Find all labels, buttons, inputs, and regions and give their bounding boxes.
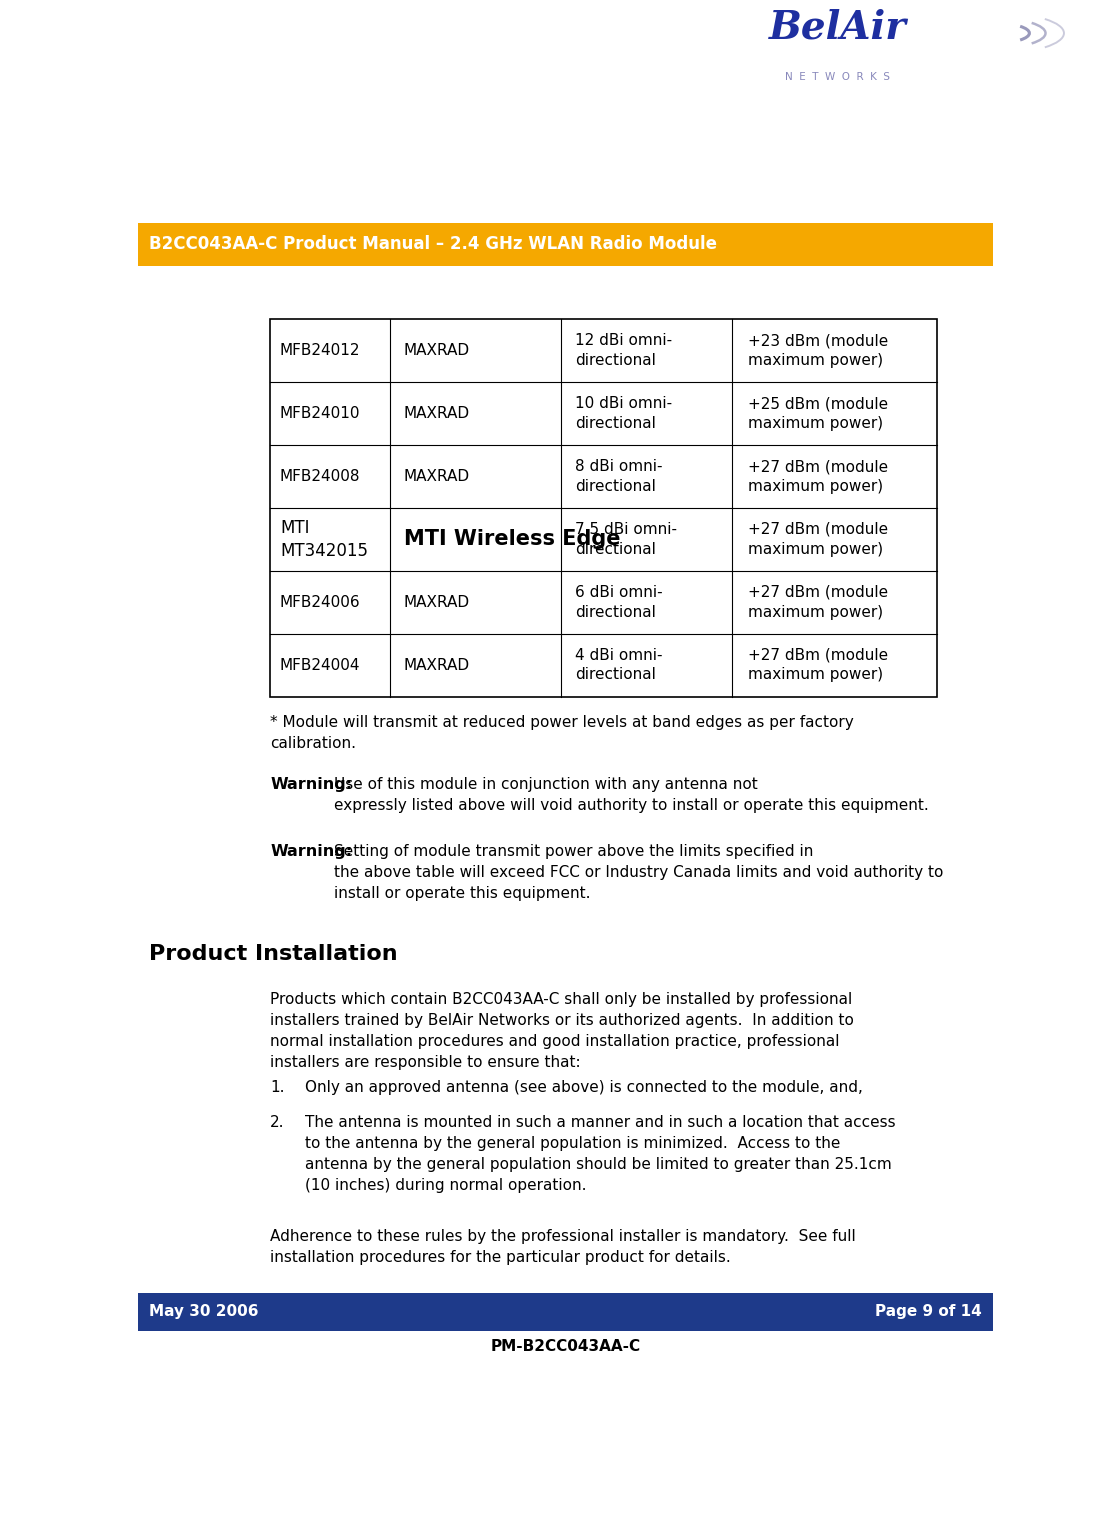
- Text: MFB24004: MFB24004: [280, 658, 361, 672]
- Text: MAXRAD: MAXRAD: [404, 406, 470, 421]
- Text: 6 dBi omni-
directional: 6 dBi omni- directional: [575, 585, 662, 620]
- Text: Use of this module in conjunction with any antenna not
expressly listed above wi: Use of this module in conjunction with a…: [334, 776, 929, 813]
- Text: +25 dBm (module
maximum power): +25 dBm (module maximum power): [749, 397, 889, 432]
- Text: MAXRAD: MAXRAD: [404, 468, 470, 484]
- Text: Only an approved antenna (see above) is connected to the module, and,: Only an approved antenna (see above) is …: [304, 1079, 863, 1095]
- Text: * Module will transmit at reduced power levels at band edges as per factory
cali: * Module will transmit at reduced power …: [270, 715, 854, 752]
- Text: MTI
MT342015: MTI MT342015: [280, 519, 368, 560]
- Text: Adherence to these rules by the professional installer is mandatory.  See full
i: Adherence to these rules by the professi…: [270, 1229, 856, 1266]
- Text: Page 9 of 14: Page 9 of 14: [875, 1304, 982, 1320]
- Text: MTI Wireless Edge: MTI Wireless Edge: [404, 530, 620, 550]
- Text: MFB24010: MFB24010: [280, 406, 361, 421]
- Text: Warning:: Warning:: [270, 844, 353, 859]
- Text: +27 dBm (module
maximum power): +27 dBm (module maximum power): [749, 585, 889, 620]
- Text: 8 dBi omni-
directional: 8 dBi omni- directional: [575, 459, 662, 495]
- Text: MFB24006: MFB24006: [280, 594, 361, 609]
- Text: MAXRAD: MAXRAD: [404, 594, 470, 609]
- Bar: [270, 320, 938, 697]
- Text: MAXRAD: MAXRAD: [404, 658, 470, 672]
- Text: 7.5 dBi omni-
directional: 7.5 dBi omni- directional: [575, 522, 677, 557]
- Text: 12 dBi omni-
directional: 12 dBi omni- directional: [575, 334, 672, 367]
- Text: B2CC043AA-C Product Manual – 2.4 GHz WLAN Radio Module: B2CC043AA-C Product Manual – 2.4 GHz WLA…: [149, 236, 717, 254]
- Text: +23 dBm (module
maximum power): +23 dBm (module maximum power): [749, 334, 889, 367]
- Text: +27 dBm (module
maximum power): +27 dBm (module maximum power): [749, 459, 889, 495]
- Text: N  E  T  W  O  R  K  S: N E T W O R K S: [785, 72, 890, 81]
- Text: BelAir: BelAir: [769, 9, 907, 47]
- Text: Warning:: Warning:: [270, 776, 353, 792]
- Text: May 30 2006: May 30 2006: [149, 1304, 258, 1320]
- Text: Setting of module transmit power above the limits specified in
the above table w: Setting of module transmit power above t…: [334, 844, 944, 900]
- Text: Products which contain B2CC043AA-C shall only be installed by professional
insta: Products which contain B2CC043AA-C shall…: [270, 992, 854, 1070]
- FancyBboxPatch shape: [138, 222, 993, 266]
- Text: 4 dBi omni-
directional: 4 dBi omni- directional: [575, 648, 662, 683]
- Text: 10 dBi omni-
directional: 10 dBi omni- directional: [575, 397, 672, 432]
- Text: Product Installation: Product Installation: [149, 945, 397, 965]
- FancyBboxPatch shape: [138, 1294, 993, 1330]
- Text: PM-B2CC043AA-C: PM-B2CC043AA-C: [490, 1338, 641, 1353]
- Text: 2.: 2.: [270, 1115, 285, 1130]
- Text: 1.: 1.: [270, 1079, 285, 1095]
- Text: The antenna is mounted in such a manner and in such a location that access
to th: The antenna is mounted in such a manner …: [304, 1115, 896, 1193]
- Text: MAXRAD: MAXRAD: [404, 343, 470, 358]
- Text: +27 dBm (module
maximum power): +27 dBm (module maximum power): [749, 522, 889, 557]
- Text: MFB24012: MFB24012: [280, 343, 361, 358]
- Text: MFB24008: MFB24008: [280, 468, 361, 484]
- Text: +27 dBm (module
maximum power): +27 dBm (module maximum power): [749, 648, 889, 683]
